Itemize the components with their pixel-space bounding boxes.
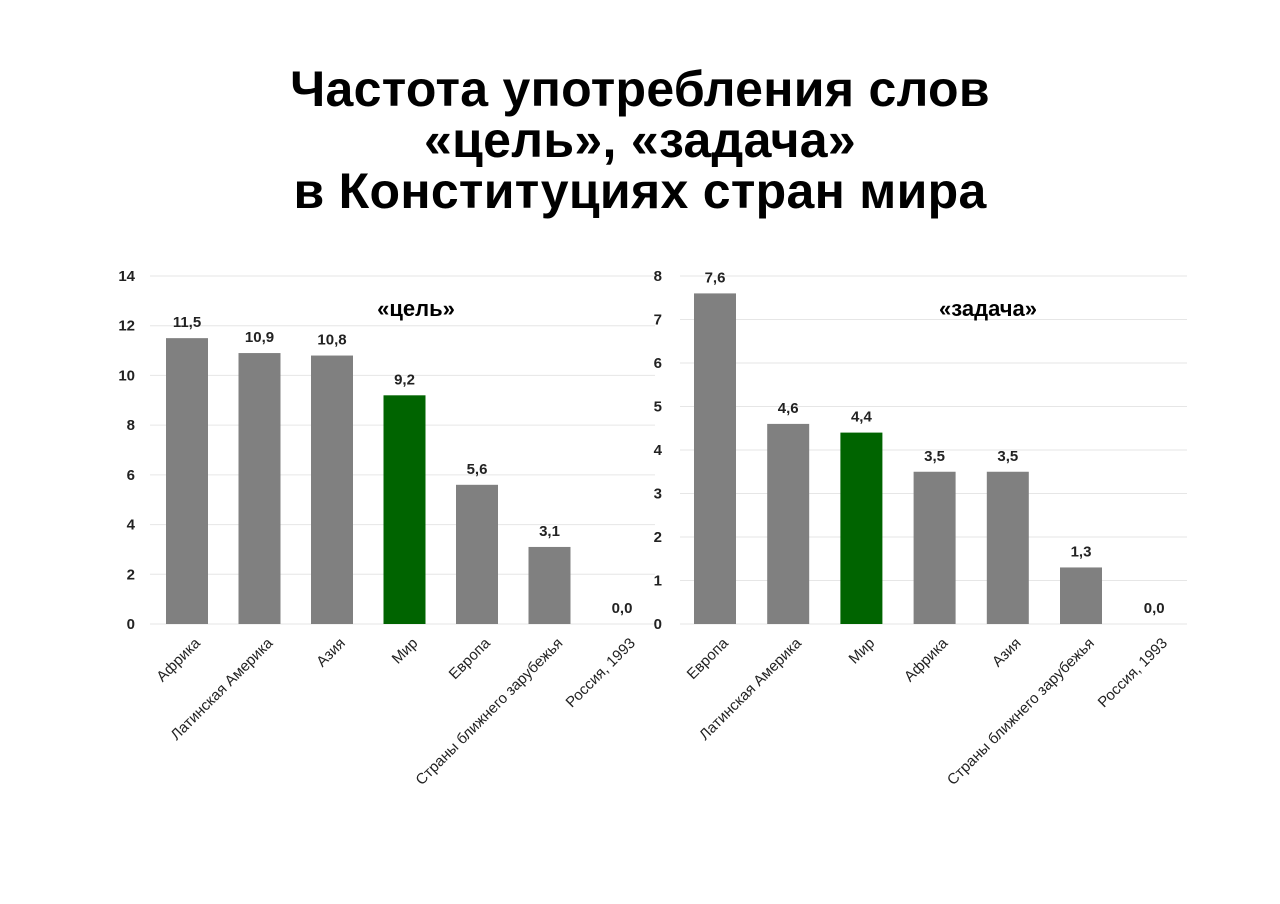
- y-tick-label: 1: [654, 573, 662, 590]
- category-label: Россия, 1993: [1095, 635, 1171, 711]
- y-tick-label: 4: [127, 517, 136, 534]
- value-label: 4,4: [851, 409, 873, 426]
- value-label: 11,5: [173, 314, 201, 331]
- bar-1: [694, 293, 736, 624]
- bar-5: [986, 471, 1029, 624]
- title-line-2: «цель», «задача»: [424, 112, 856, 168]
- bar-3: [840, 432, 883, 624]
- bar-6: [528, 546, 571, 624]
- category-label: Азия: [313, 635, 349, 671]
- y-tick-label: 2: [127, 566, 135, 583]
- y-tick-label: 7: [654, 312, 662, 329]
- y-tick-label: 6: [127, 467, 135, 484]
- bar-4: [913, 471, 956, 624]
- value-label: 0,0: [612, 600, 633, 617]
- value-label: 3,1: [539, 523, 560, 540]
- value-label: 10,9: [245, 329, 274, 346]
- value-label: 10,8: [317, 332, 346, 349]
- y-tick-label: 12: [118, 318, 135, 335]
- chart-title: «цель»: [377, 296, 455, 321]
- title-line-1: Частота употребления слов: [290, 61, 990, 117]
- value-label: 9,2: [394, 371, 415, 388]
- y-tick-label: 8: [654, 268, 662, 285]
- category-label: Страны ближнего зарубежья: [944, 635, 1098, 789]
- bar-6: [1060, 567, 1102, 624]
- category-label: Россия, 1993: [563, 635, 639, 711]
- category-label: Африка: [153, 634, 204, 685]
- category-label: Мир: [846, 635, 879, 668]
- bar-5: [456, 484, 498, 624]
- y-tick-label: 6: [654, 355, 662, 372]
- value-label: 3,5: [924, 448, 945, 465]
- chart-tsel: 02468101214«цель»11,5Африка10,9Латинская…: [118, 268, 655, 789]
- category-label: Мир: [389, 635, 422, 668]
- category-label: Страны ближнего зарубежья: [412, 635, 566, 789]
- value-label: 7,6: [705, 269, 726, 286]
- category-label: Африка: [901, 634, 952, 685]
- y-tick-label: 4: [654, 442, 663, 459]
- bar-3: [311, 355, 353, 624]
- bar-4: [383, 395, 426, 624]
- y-tick-label: 8: [127, 417, 135, 434]
- value-label: 1,3: [1071, 543, 1092, 560]
- chart-title: «задача»: [939, 296, 1037, 321]
- y-tick-label: 10: [118, 367, 135, 384]
- value-label: 4,6: [778, 400, 799, 417]
- bar-2: [767, 423, 810, 624]
- y-tick-label: 2: [654, 529, 662, 546]
- category-label: Европа: [446, 634, 495, 683]
- page-title: Частота употребления слов «цель», «задач…: [0, 64, 1280, 217]
- category-label: Азия: [989, 635, 1025, 671]
- category-label: Европа: [684, 634, 733, 683]
- bar-1: [166, 338, 208, 624]
- y-tick-label: 3: [654, 486, 662, 503]
- value-label: 5,6: [467, 461, 488, 478]
- bar-2: [238, 353, 281, 624]
- value-label: 0,0: [1144, 600, 1165, 617]
- y-tick-label: 14: [118, 268, 135, 285]
- y-tick-label: 5: [654, 399, 662, 416]
- value-label: 3,5: [997, 448, 1018, 465]
- y-tick-label: 0: [654, 616, 662, 633]
- title-line-3: в Конституциях стран мира: [293, 163, 987, 219]
- y-tick-label: 0: [127, 616, 135, 633]
